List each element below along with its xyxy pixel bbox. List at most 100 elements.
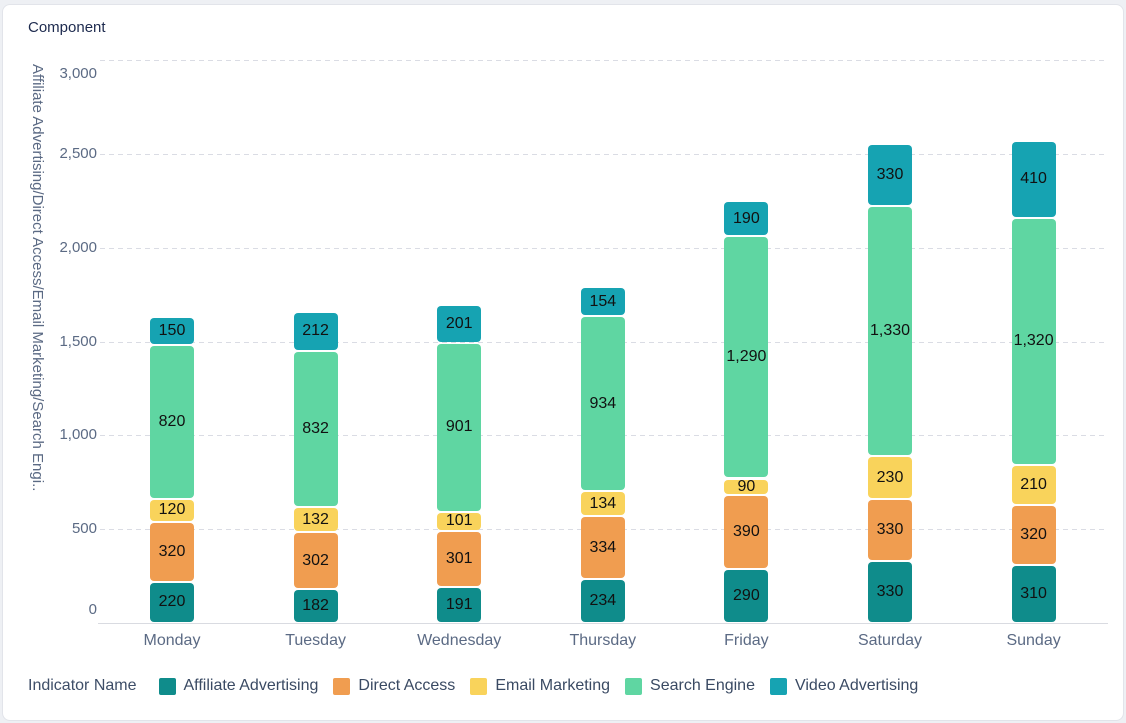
bar-value-label: 132: [302, 510, 329, 528]
bar-value-label: 1,320: [1013, 332, 1054, 350]
bar-value-label: 310: [1020, 584, 1047, 602]
legend-swatch-icon: [625, 677, 643, 695]
bar-value-label: 201: [445, 314, 473, 332]
bar-value-label: 302: [302, 551, 329, 569]
bar-value-label: 101: [445, 512, 473, 530]
bar-segment-search-engine[interactable]: 1,290: [724, 237, 769, 478]
legend-title: Indicator Name: [28, 677, 137, 694]
x-axis-label-friday: Friday: [724, 632, 769, 649]
bar-segment-email-marketing[interactable]: 101: [437, 512, 482, 530]
bar-value-label: 901: [445, 418, 473, 436]
x-axis-label-thursday: Thursday: [569, 632, 637, 649]
bar-value-label: 234: [589, 592, 617, 610]
bar-segment-email-marketing[interactable]: 132: [293, 508, 338, 532]
y-tick-label: 500: [71, 520, 97, 538]
bar-segment-email-marketing[interactable]: 120: [150, 500, 194, 521]
legend-item-email-marketing[interactable]: Email Marketing: [470, 677, 610, 695]
x-axis-label-wednesday: Wednesday: [417, 632, 502, 649]
bar-segment-direct-access[interactable]: 334: [580, 517, 625, 579]
bar-value-label: 90: [737, 477, 756, 495]
bar-segment-video-advertising[interactable]: 330: [868, 145, 912, 206]
y-tick-label: 3,000: [59, 65, 97, 82]
bar-value-label: 290: [733, 586, 760, 604]
bar-value-label: 410: [1020, 170, 1047, 188]
bar-value-label: 230: [876, 468, 904, 486]
bar-segment-affiliate-advertising[interactable]: 290: [724, 569, 769, 622]
legend-item-label: Email Marketing: [495, 677, 611, 694]
bar-segment-direct-access[interactable]: 301: [437, 531, 482, 587]
x-axis-label-sunday: Sunday: [1006, 632, 1061, 649]
bar-segment-email-marketing[interactable]: 210: [1011, 466, 1056, 504]
gridline-2000: [100, 247, 1108, 249]
bar-value-label: 212: [302, 322, 329, 340]
bar-segment-search-engine[interactable]: 934: [580, 317, 625, 491]
bar-value-label: 220: [158, 593, 186, 611]
legend-swatch-icon: [158, 677, 176, 695]
bar-value-label: 154: [589, 292, 617, 310]
bar-value-label: 820: [158, 413, 186, 431]
bar-value-label: 390: [733, 522, 760, 540]
bar-segment-affiliate-advertising[interactable]: 191: [437, 588, 482, 622]
legend: Indicator Name Affiliate Advertising Dire…: [28, 676, 933, 696]
y-tick-label: 1,000: [59, 426, 97, 444]
bar-value-label: 134: [589, 494, 617, 512]
bar-segment-affiliate-advertising[interactable]: 330: [868, 562, 912, 622]
bar-segment-direct-access[interactable]: 390: [724, 496, 769, 568]
y-tick-label: 2,000: [59, 238, 97, 256]
x-axis-line: [98, 623, 1108, 624]
x-axis-label-saturday: Saturday: [857, 632, 923, 649]
legend-item-label: Search Engine: [650, 677, 755, 694]
bar-segment-affiliate-advertising[interactable]: 182: [293, 589, 338, 622]
bar-segment-video-advertising[interactable]: 201: [437, 305, 482, 342]
chart-title: Component: [28, 19, 106, 36]
legend-swatch-icon: [333, 677, 351, 695]
bar-segment-video-advertising[interactable]: 212: [293, 312, 338, 351]
bar-value-label: 320: [1020, 525, 1047, 543]
legend-item-label: Direct Access: [358, 677, 456, 694]
y-tick-label: 1,500: [59, 332, 97, 350]
legend-swatch-icon: [470, 677, 488, 695]
bar-value-label: 330: [876, 583, 904, 601]
bar-segment-direct-access[interactable]: 330: [868, 500, 912, 560]
bar-value-label: 832: [302, 420, 329, 438]
y-tick-label: 2,500: [59, 144, 97, 162]
bar-segment-video-advertising[interactable]: 154: [580, 288, 625, 315]
bar-value-label: 334: [589, 538, 617, 556]
legend-item-direct-access[interactable]: Direct Access: [333, 677, 455, 695]
bar-segment-direct-access[interactable]: 302: [293, 533, 338, 588]
bar-segment-search-engine[interactable]: 1,320: [1011, 218, 1056, 465]
bar-value-label: 191: [445, 596, 473, 614]
bar-segment-search-engine[interactable]: 1,330: [868, 207, 912, 455]
legend-swatch-icon: [769, 677, 787, 695]
bar-segment-affiliate-advertising[interactable]: 220: [150, 582, 194, 622]
bar-segment-affiliate-advertising[interactable]: 234: [580, 580, 625, 622]
bar-value-label: 190: [733, 209, 760, 227]
bar-segment-email-marketing[interactable]: 90: [724, 477, 769, 495]
bar-value-label: 210: [1020, 476, 1047, 494]
bar-segment-search-engine[interactable]: 832: [293, 352, 338, 507]
bar-segment-email-marketing[interactable]: 230: [868, 457, 912, 499]
gridline-2500: [100, 153, 1108, 155]
bar-segment-video-advertising[interactable]: 150: [150, 318, 194, 345]
y-tick-label: 0: [88, 601, 97, 618]
gridline-3000: [100, 60, 1108, 61]
bar-segment-video-advertising[interactable]: 190: [724, 201, 769, 236]
bar-segment-direct-access[interactable]: 320: [150, 522, 194, 581]
bar-segment-search-engine[interactable]: 901: [437, 343, 482, 511]
bar-segment-video-advertising[interactable]: 410: [1011, 141, 1056, 217]
bar-segment-search-engine[interactable]: 820: [150, 346, 194, 499]
legend-item-search-engine[interactable]: Search Engine: [625, 677, 755, 695]
bar-segment-email-marketing[interactable]: 134: [580, 492, 625, 516]
bar-segment-affiliate-advertising[interactable]: 310: [1011, 565, 1056, 622]
bar-value-label: 182: [302, 596, 329, 614]
legend-item-label: Video Advertising: [794, 677, 919, 694]
bar-segment-direct-access[interactable]: 320: [1011, 505, 1056, 564]
bar-value-label: 330: [876, 521, 904, 539]
legend-items: Affiliate Advertising Direct Access Email …: [158, 677, 934, 695]
legend-item-affiliate-advertising[interactable]: Affiliate Advertising: [158, 677, 318, 695]
y-axis-name: Affiliate Advertising/Direct Access/Emai…: [29, 64, 45, 492]
legend-item-video-advertising[interactable]: Video Advertising: [769, 677, 919, 695]
bar-value-label: 934: [589, 394, 617, 412]
bar-value-label: 150: [158, 322, 186, 340]
